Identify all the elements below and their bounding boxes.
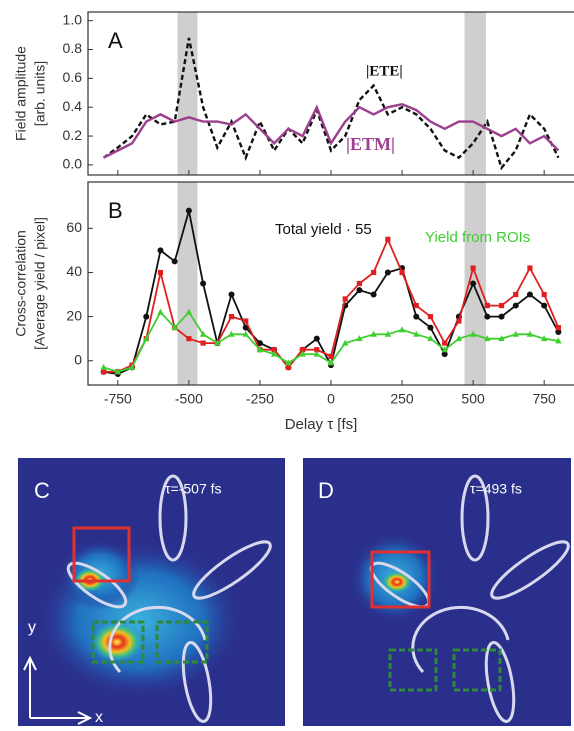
marker	[413, 314, 419, 320]
marker	[229, 292, 235, 298]
marker	[314, 336, 320, 342]
marker	[427, 325, 433, 331]
marker	[385, 269, 391, 275]
image-panel-d: D τ=493 fs	[303, 458, 574, 726]
x-tick-label: 0	[327, 391, 335, 407]
arrow-label: x	[95, 709, 103, 726]
marker	[158, 270, 163, 275]
highlight-band	[465, 12, 486, 175]
marker	[399, 326, 405, 332]
marker	[527, 292, 533, 298]
marker	[186, 336, 191, 341]
marker	[542, 292, 547, 297]
marker	[356, 287, 362, 293]
marker	[201, 340, 206, 345]
marker	[527, 265, 532, 270]
marker	[470, 281, 476, 287]
delay-annotation: τ=-507 fs	[165, 481, 222, 497]
image-panel-c: C τ=-507 fs y x	[18, 458, 285, 726]
y-tick-label: 40	[66, 263, 82, 279]
y-tick-label: 20	[66, 307, 82, 323]
marker	[186, 208, 192, 214]
marker	[471, 265, 476, 270]
charts: 0.0 0.2 0.4 0.6 0.8 1.0 Field amplitude[arb. u…	[13, 11, 574, 433]
x-axis-label: Delay τ [fs]	[285, 416, 358, 433]
y-tick-label: 0.8	[63, 40, 83, 56]
legend-entry: Total yield · 55	[275, 221, 372, 238]
panel-label: B	[108, 198, 123, 223]
x-tick-label: -500	[175, 391, 203, 407]
marker	[229, 314, 234, 319]
panel-label: C	[34, 478, 50, 503]
marker	[485, 303, 490, 308]
marker	[399, 270, 404, 275]
x-tick-label: 250	[390, 391, 414, 407]
marker	[414, 303, 419, 308]
y-tick-label: 60	[66, 219, 82, 235]
marker	[286, 365, 291, 370]
marker	[143, 314, 149, 320]
marker	[541, 303, 547, 309]
marker	[157, 247, 163, 253]
marker	[442, 340, 447, 345]
marker	[513, 292, 518, 297]
marker	[484, 314, 490, 320]
y-tick-label: 0.0	[63, 156, 83, 172]
y-axis-label: [arb. units]	[32, 61, 48, 126]
x-tick-label: -250	[246, 391, 274, 407]
marker	[499, 314, 505, 320]
marker	[328, 354, 333, 359]
legend-entry: |ETE|	[366, 63, 403, 79]
marker	[243, 318, 248, 323]
series-line	[104, 38, 559, 168]
marker	[100, 364, 106, 370]
legend-entry: |ETM|	[346, 134, 395, 154]
delay-annotation: τ=493 fs	[470, 481, 522, 497]
y-axis-label: Cross-correlation	[13, 230, 29, 337]
marker	[499, 303, 504, 308]
y-tick-label: 1.0	[63, 11, 83, 27]
arrow-label: y	[28, 619, 36, 636]
x-tick-label: 500	[461, 391, 485, 407]
y-tick-label: 0	[74, 351, 82, 367]
y-axis-label: [Average yield / pixel]	[32, 217, 48, 350]
legend-entry: Yield from ROIs	[425, 229, 530, 246]
x-tick-label: -750	[104, 391, 132, 407]
y-tick-label: 0.2	[63, 127, 83, 143]
y-tick-label: 0.4	[63, 98, 83, 114]
marker	[101, 369, 106, 374]
marker	[456, 318, 461, 323]
marker	[385, 237, 390, 242]
panel-label: D	[318, 478, 334, 503]
marker	[200, 281, 206, 287]
marker	[172, 258, 178, 264]
marker	[428, 314, 433, 319]
marker	[556, 325, 561, 330]
marker	[343, 296, 348, 301]
marker	[513, 303, 519, 309]
y-axis-label: Field amplitude	[13, 46, 29, 141]
x-tick-label: 750	[532, 391, 556, 407]
marker	[371, 270, 376, 275]
marker	[157, 309, 163, 315]
panel-label: A	[108, 28, 123, 53]
y-tick-label: 0.6	[63, 69, 83, 85]
figure: 0.0 0.2 0.4 0.6 0.8 1.0 Field amplitude[arb. u…	[0, 0, 574, 726]
plot-area	[104, 38, 559, 168]
marker	[371, 292, 377, 298]
marker	[357, 281, 362, 286]
